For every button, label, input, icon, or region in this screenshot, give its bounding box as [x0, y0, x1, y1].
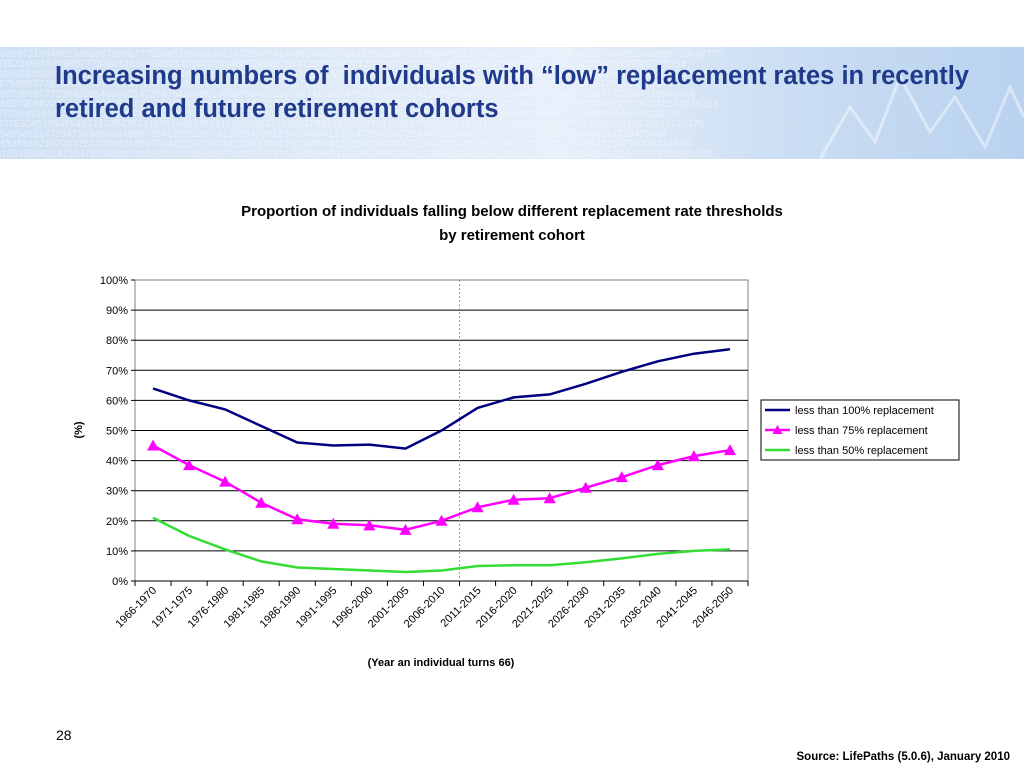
series-point-marker	[687, 450, 700, 462]
banner-digit-row: 4516546546214729475434686246897654123562…	[0, 149, 713, 159]
series-point-marker	[147, 439, 160, 451]
y-tick-label: 40%	[106, 456, 128, 468]
banner-digit-row: 2345658799887775354516546546214729475434…	[0, 89, 695, 100]
source-note: Source: LifePaths (5.0.6), January 2010	[796, 751, 1010, 763]
banner-wave-decoration	[818, 73, 1024, 159]
series-point-marker	[543, 492, 556, 504]
legend-marker	[772, 425, 783, 434]
series-point-marker	[291, 513, 304, 525]
series-point-marker	[579, 481, 592, 493]
series-point-marker	[219, 475, 232, 487]
page-number: 28	[56, 727, 72, 743]
series-point-marker	[651, 459, 664, 471]
legend-label: less than 75% replacement	[795, 425, 928, 437]
y-tick-label: 20%	[106, 516, 128, 528]
series-point-marker	[507, 493, 520, 505]
plot-area: 0%10%20%30%40%50%60%70%80%90%100%1966-19…	[100, 275, 749, 630]
y-tick-label: 90%	[106, 305, 128, 317]
y-tick-label: 10%	[106, 546, 128, 558]
y-tick-label: 70%	[106, 365, 128, 377]
y-tick-label: 100%	[100, 275, 128, 287]
series-line-3	[152, 516, 731, 574]
banner-digit-row: 9887775354516546546214729475434686246897…	[0, 119, 704, 130]
banner-digit-row: 4562345658799887775354516546546214729475…	[0, 79, 672, 90]
line-chart: Proportion of individuals falling below …	[73, 203, 960, 669]
series-point-marker	[183, 459, 196, 471]
banner-digit-row: 1494562345658799887775354516546546214729…	[0, 69, 709, 80]
y-axis-label: (%)	[73, 421, 85, 438]
y-tick-label: 60%	[106, 395, 128, 407]
title-banner: 6388721494562345658799887775354516546546…	[0, 47, 1024, 159]
banner-digit-row: 6388721494562345658799887775354516546546…	[0, 49, 723, 60]
y-tick-label: 30%	[106, 486, 128, 498]
y-tick-label: 80%	[106, 335, 128, 347]
series-point-marker	[435, 514, 448, 526]
series-point-marker	[471, 501, 484, 513]
banner-digit-texture: 6388721494562345658799887775354516546546…	[0, 49, 1024, 159]
chart-subtitle: by retirement cohort	[439, 227, 585, 244]
banner-digit-row: 7775354516546546214729475434686246897654…	[0, 129, 667, 140]
legend-label: less than 100% replacement	[795, 405, 934, 417]
y-tick-label: 50%	[106, 426, 128, 438]
banner-digit-row: 5658799887775354516546546214729475434686…	[0, 99, 718, 110]
y-tick-label: 0%	[112, 576, 128, 588]
x-axis-label: (Year an individual turns 66)	[368, 657, 515, 669]
series-point-marker	[723, 444, 736, 456]
legend-box	[760, 399, 960, 461]
legend: less than 100% replacement less than 75% …	[760, 399, 960, 461]
series-point-marker	[399, 523, 412, 535]
series-point-marker	[255, 496, 268, 508]
series-point-marker	[615, 471, 628, 483]
banner-digit-row: 5354516546546214729475434686246897654123…	[0, 139, 690, 150]
banner-digit-row: 8721494562345658799887775354516546546214…	[0, 59, 686, 70]
slide-title: Increasing numbers of individuals with “…	[55, 62, 977, 123]
legend-label: less than 50% replacement	[795, 445, 928, 457]
series-point-marker	[327, 517, 340, 529]
chart-title: Proportion of individuals falling below …	[241, 203, 783, 220]
banner-digit-row: 8799887775354516546546214729475434686246…	[0, 109, 681, 120]
series-line-1	[152, 347, 731, 450]
series-point-marker	[363, 519, 376, 531]
